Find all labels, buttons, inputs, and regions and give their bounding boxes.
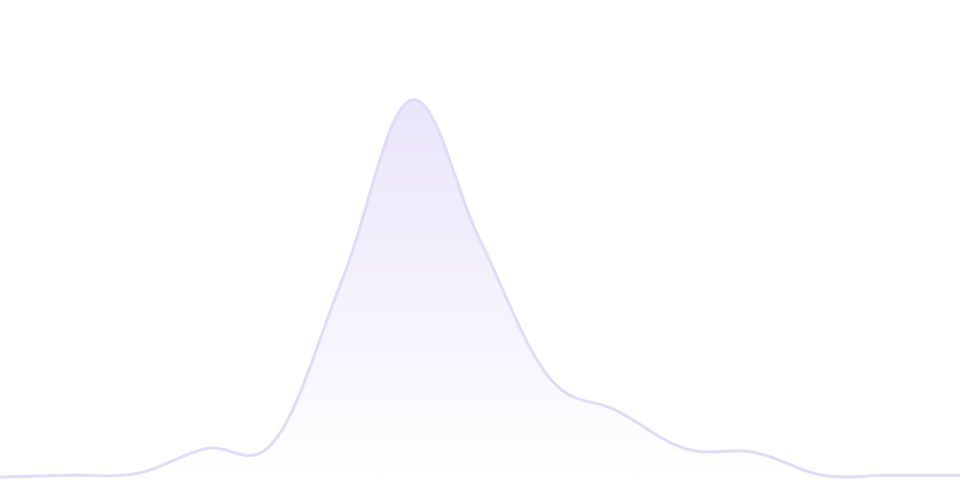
series-line — [0, 98, 960, 479]
area-fill — [0, 99, 960, 480]
